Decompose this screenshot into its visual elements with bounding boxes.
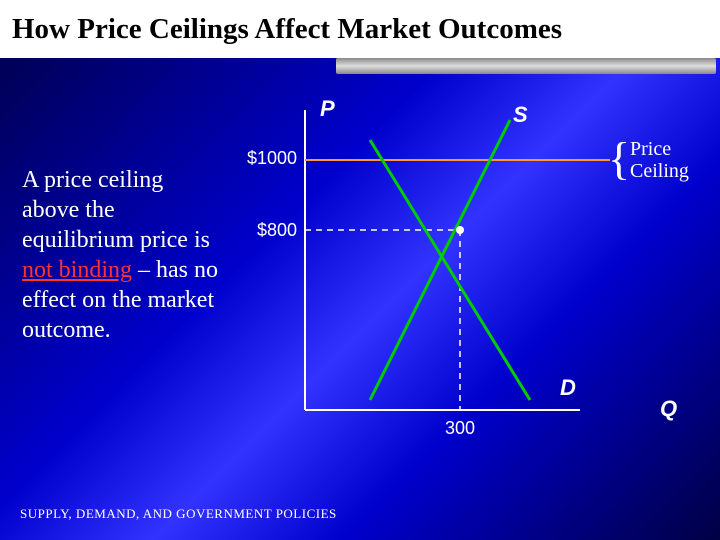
ceiling-label: Price Ceiling [630,138,689,182]
supply-curve [370,120,510,400]
brace-icon: { [608,136,630,182]
ceiling-label-1: Price [630,138,671,160]
eq-price-tick: $800 [235,220,297,241]
slide-title: How Price Ceilings Affect Market Outcome… [12,13,562,46]
demand-label: D [560,375,576,401]
slide-footer: SUPPLY, DEMAND, AND GOVERNMENT POLICIES [20,506,337,522]
demand-curve [370,140,530,400]
not-binding-text: not binding [22,257,132,283]
body-line-1: A price ceiling above the [22,167,163,223]
p-axis-label: P [320,96,335,122]
eq-qty-tick: 300 [440,418,480,439]
title-bar: How Price Ceilings Affect Market Outcome… [0,0,720,58]
equilibrium-point [456,226,464,234]
ceiling-price-tick: $1000 [235,148,297,169]
q-axis-label: Q [660,396,677,422]
supply-label: S [513,102,528,128]
ceiling-label-2: Ceiling [630,160,689,182]
body-line-2: equilibrium price is [22,227,210,253]
body-text: A price ceiling above the equilibrium pr… [22,165,222,345]
decorative-bar [336,58,716,74]
supply-demand-chart: P Q S D $1000 $800 300 { Price Ceiling [230,100,710,460]
